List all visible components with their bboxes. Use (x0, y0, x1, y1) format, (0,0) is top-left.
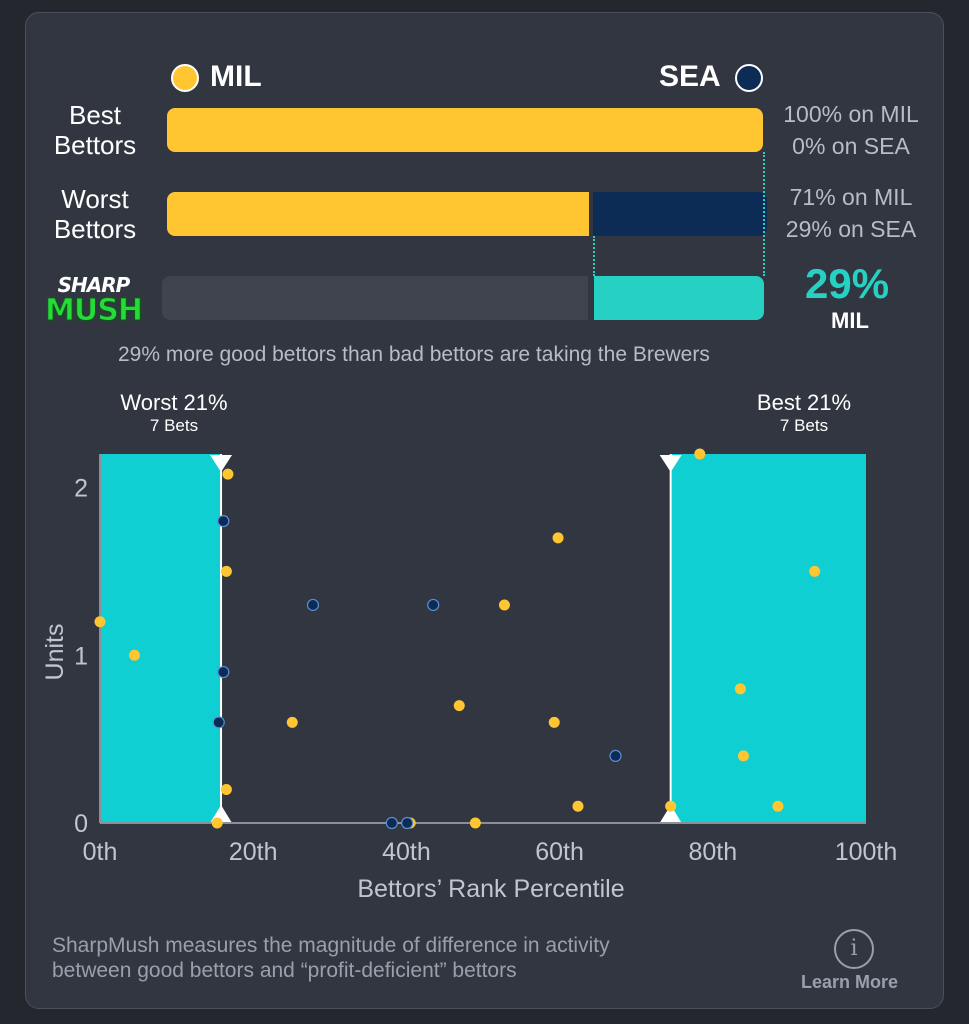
point-sea (217, 665, 230, 679)
point-mil (469, 817, 481, 829)
point-mil (548, 716, 560, 728)
best-zone-count: 7 Bets (779, 416, 829, 435)
footer-description: SharpMush measures the magnitude of diff… (52, 934, 610, 982)
x-tick-label: 0th (83, 838, 118, 866)
y-tick-label: 1 (74, 642, 88, 670)
best-bettors-split: 100% on MIL 0% on SEA (776, 98, 926, 162)
x-tick-label: 40th (382, 838, 431, 866)
point-mil (94, 616, 106, 628)
point-mil (665, 800, 677, 812)
sharpmush-value: 29% (805, 260, 890, 307)
diff-connector-left (593, 236, 595, 276)
sharpmush-track (162, 276, 588, 320)
sharpmush-logo: SHARP MUSH (45, 273, 144, 328)
point-mil (734, 683, 746, 695)
point-mil (552, 532, 564, 544)
sea-team-dot-icon (735, 64, 763, 92)
zone-best-area (670, 454, 866, 823)
worst-bettors-sea-segment (593, 192, 767, 236)
point-mil (809, 565, 821, 577)
worst-bettors-mil-segment (167, 192, 593, 236)
info-circle-icon[interactable]: i (834, 929, 874, 969)
zone-worst-top-marker-icon (210, 455, 233, 472)
worst-zone-header: Worst 21% 7 Bets (94, 390, 254, 436)
point-mil (772, 800, 784, 812)
sharpmush-fill (594, 276, 764, 320)
point-sea (306, 598, 320, 612)
best-bettors-mil-pct: 100% on MIL (783, 101, 919, 127)
x-axis-title: Bettors’ Rank Percentile (357, 875, 624, 903)
worst-bettors-label: Worst Bettors (53, 184, 137, 244)
point-sea (217, 514, 230, 528)
y-tick-label: 2 (74, 475, 88, 503)
point-mil (572, 800, 584, 812)
point-sea (609, 749, 622, 763)
mil-team-dot-icon (171, 64, 199, 92)
zone-worst-area (100, 454, 222, 823)
sharpmush-summary: 29% more good bettors than bad bettors a… (118, 343, 710, 366)
point-sea (401, 816, 414, 830)
point-sea (385, 816, 398, 830)
point-mil (220, 783, 232, 795)
best-bettors-bar (167, 108, 763, 152)
point-sea (212, 716, 225, 729)
sea-team-label: SEA (659, 60, 721, 93)
point-mil (211, 817, 223, 829)
zone-best-bottom-marker-icon (659, 805, 682, 823)
worst-bettors-split: 71% on MIL 29% on SEA (776, 181, 926, 245)
best-bettors-sea-pct: 0% on SEA (792, 133, 910, 159)
x-tick-label: 100th (835, 838, 898, 866)
worst-zone-count: 7 Bets (149, 416, 199, 435)
point-mil (737, 750, 749, 762)
point-mil (128, 649, 140, 661)
y-tick-label: 0 (74, 810, 88, 838)
best-zone-header: Best 21% 7 Bets (724, 390, 884, 436)
y-axis-title: Units (41, 624, 69, 681)
point-mil (220, 565, 232, 577)
best-zone-title: Best 21% (756, 390, 852, 415)
point-sea (427, 598, 440, 612)
zone-best-top-marker-icon (659, 455, 682, 472)
diff-connector-right (763, 152, 765, 276)
point-mil (453, 700, 465, 712)
point-mil (222, 468, 234, 480)
worst-bettors-bar (167, 192, 767, 236)
x-tick-label: 60th (535, 838, 584, 866)
best-bettors-mil-segment (167, 108, 763, 152)
point-mil (694, 448, 706, 460)
sharpmush-team: MIL (831, 308, 869, 333)
x-tick-label: 20th (229, 838, 278, 866)
worst-bettors-sea-pct: 29% on SEA (785, 216, 917, 242)
learn-more-link[interactable]: Learn More (801, 972, 899, 992)
point-mil (498, 599, 510, 611)
mil-team-label: MIL (210, 60, 262, 93)
best-bettors-label: Best Bettors (53, 100, 137, 160)
worst-bettors-mil-pct: 71% on MIL (789, 184, 913, 210)
point-mil (286, 716, 298, 728)
x-tick-label: 80th (688, 838, 737, 866)
worst-zone-title: Worst 21% (120, 390, 228, 415)
